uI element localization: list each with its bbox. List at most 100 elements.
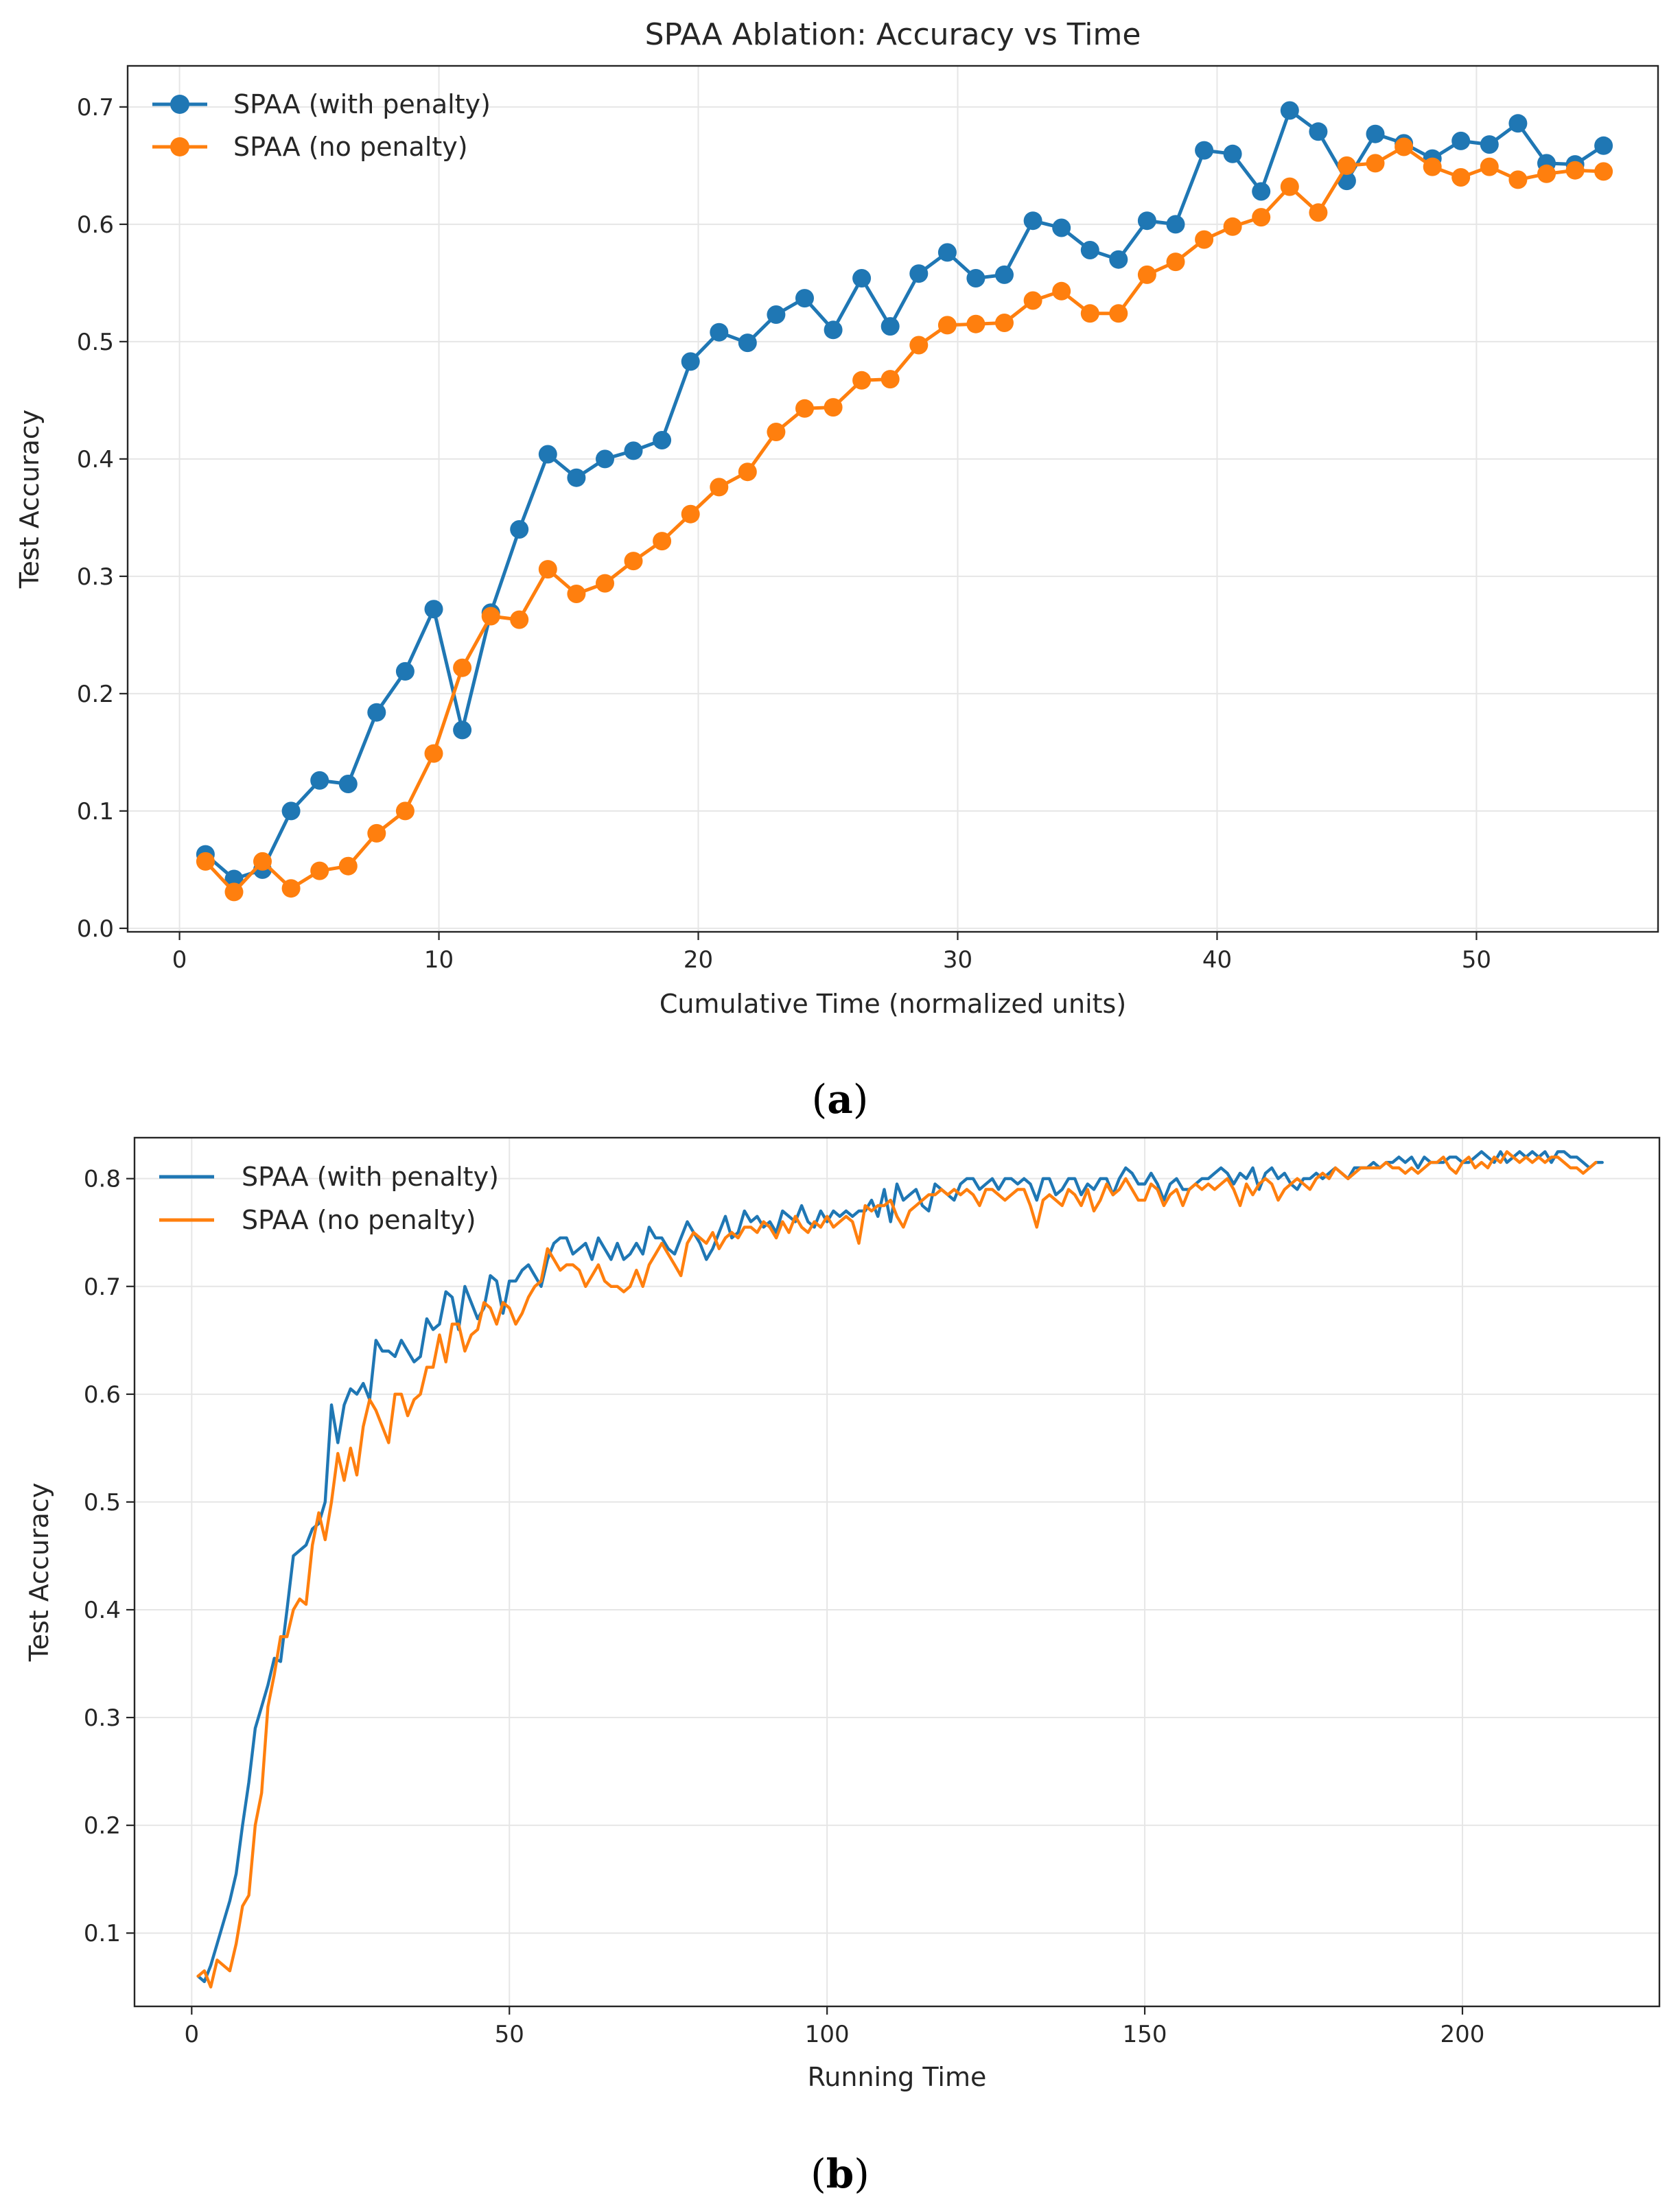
chart-a-frame <box>126 65 1659 933</box>
chart-a-point-no-penalty <box>880 370 900 389</box>
chart-a-point-no-penalty <box>596 574 614 593</box>
panel-b-caption: (b) <box>810 2150 870 2197</box>
chart-a-point-with-penalty <box>453 720 472 740</box>
chart-b-ytick-label: 0.7 <box>84 1274 121 1301</box>
chart-b-ytick-label: 0.2 <box>84 1812 121 1840</box>
chart-a-point-no-penalty <box>681 504 700 524</box>
chart-a-point-with-penalty <box>1137 211 1156 231</box>
chart-a-point-with-penalty <box>538 445 557 464</box>
chart-a-point-with-penalty <box>510 520 529 539</box>
chart-a-point-with-penalty <box>1252 182 1271 201</box>
chart-a-point-with-penalty <box>909 264 929 283</box>
chart-a-ylabel: Test Accuracy <box>14 410 45 589</box>
chart-a-point-with-penalty <box>395 661 415 681</box>
panel-b-caption-letter: b <box>826 2150 854 2197</box>
chart-a-legend: SPAA (with penalty) SPAA (no penalty) <box>152 89 491 162</box>
chart-a-xtick-label: 30 <box>943 946 972 974</box>
chart-a-series <box>196 101 1613 902</box>
chart-a-point-no-penalty <box>1166 253 1185 272</box>
chart-b-xtick-label: 200 <box>1440 2021 1485 2048</box>
chart-a-point-no-penalty <box>1480 157 1499 176</box>
chart-a-point-no-penalty <box>1594 162 1613 181</box>
chart-a: SPAA Ablation: Accuracy vs Time 0 10 20 30 4… <box>14 17 1659 1123</box>
chart-a-point-with-penalty <box>1594 136 1613 155</box>
legend-a-marker-with-penalty <box>170 95 189 114</box>
chart-a-point-no-penalty <box>224 882 244 902</box>
chart-a-point-no-penalty <box>995 314 1014 332</box>
chart-a-point-no-penalty <box>538 560 557 579</box>
chart-a-point-no-penalty <box>1537 164 1556 183</box>
chart-b-series <box>196 1150 1604 1989</box>
chart-b-ylabel: Test Accuracy <box>24 1483 54 1662</box>
chart-a-point-with-penalty <box>224 869 244 889</box>
chart-a-point-with-penalty <box>653 431 672 449</box>
chart-b-xlabel: Running Time <box>808 2062 987 2092</box>
chart-a-point-with-penalty <box>1023 211 1042 231</box>
chart-a-point-with-penalty <box>795 289 814 308</box>
chart-a-point-no-penalty <box>1451 168 1471 187</box>
chart-a-point-no-penalty <box>1195 230 1214 249</box>
chart-b-ytick-label: 0.3 <box>84 1704 121 1732</box>
chart-b-legend: SPAA (with penalty) SPAA (no penalty) <box>159 1162 499 1235</box>
chart-a-gridlines <box>128 66 1658 932</box>
chart-a-point-no-penalty <box>253 852 272 871</box>
chart-a-xtick-label: 20 <box>684 946 713 974</box>
chart-a-point-no-penalty <box>824 398 843 417</box>
legend-a-with-penalty: SPAA (with penalty) <box>233 89 491 119</box>
chart-a-point-no-penalty <box>481 607 500 626</box>
chart-a-ytick-label: 0.2 <box>77 681 114 708</box>
legend-b-with-penalty: SPAA (with penalty) <box>242 1162 499 1192</box>
chart-a-line-no-penalty <box>203 145 1606 894</box>
chart-b-xtick-label: 50 <box>495 2021 524 2048</box>
chart-a-point-no-penalty <box>367 823 386 843</box>
chart-a-point-with-penalty <box>567 468 586 487</box>
chart-a-point-no-penalty <box>424 744 443 763</box>
chart-b-ticks: 0 50 100 150 200 0.1 0.2 0.3 0.4 0.5 0.6 0.7 0.8 <box>84 1166 1485 2048</box>
chart-a-point-no-penalty <box>1023 291 1042 310</box>
chart-a-point-no-penalty <box>338 856 358 876</box>
chart-a-point-with-penalty <box>281 801 301 821</box>
chart-b-xtick-label: 0 <box>185 2021 200 2048</box>
chart-a-point-with-penalty <box>937 243 957 262</box>
chart-a-point-no-penalty <box>453 658 472 677</box>
chart-a-point-no-penalty <box>510 610 529 629</box>
chart-a-point-with-penalty <box>1508 114 1528 133</box>
chart-a-xtick-label: 0 <box>172 946 187 974</box>
chart-a-point-no-penalty <box>1366 154 1385 173</box>
chart-a-point-no-penalty <box>310 861 329 880</box>
chart-a-point-no-penalty <box>196 852 215 871</box>
chart-a-point-no-penalty <box>1109 304 1128 323</box>
chart-b-line-with-penalty <box>196 1150 1604 1984</box>
chart-a-ytick-label: 0.3 <box>77 563 114 591</box>
panel-a-caption-letter: a <box>827 1076 853 1123</box>
chart-a-point-with-penalty <box>310 771 329 790</box>
chart-a-point-no-penalty <box>1337 156 1356 175</box>
chart-a-point-no-penalty <box>1280 177 1299 196</box>
chart-b-ytick-label: 0.8 <box>84 1166 121 1193</box>
chart-a-point-no-penalty <box>1137 265 1156 284</box>
chart-a-point-no-penalty <box>1223 217 1242 236</box>
chart-a-point-with-penalty <box>1451 131 1471 150</box>
chart-a-xlabel: Cumulative Time (normalized units) <box>660 989 1126 1019</box>
chart-a-point-no-penalty <box>1565 161 1585 180</box>
chart-a-point-with-penalty <box>367 703 386 722</box>
chart-a-point-with-penalty <box>995 265 1014 284</box>
chart-a-point-with-penalty <box>681 352 700 371</box>
chart-a-point-no-penalty <box>653 532 672 551</box>
chart-a-ytick-label: 0.1 <box>77 798 114 825</box>
chart-a-point-with-penalty <box>710 323 729 342</box>
chart-a-point-no-penalty <box>395 801 415 821</box>
chart-a-point-no-penalty <box>624 552 643 571</box>
chart-a-point-no-penalty <box>1052 281 1071 301</box>
chart-a-point-with-penalty <box>966 269 985 288</box>
chart-a-xtick-label: 50 <box>1462 946 1491 974</box>
chart-a-point-no-penalty <box>281 879 301 898</box>
chart-a-xtick-label: 10 <box>424 946 454 974</box>
chart-a-point-with-penalty <box>1109 250 1128 269</box>
chart-a-point-with-penalty <box>596 449 614 469</box>
chart-a-point-no-penalty <box>710 478 729 497</box>
chart-a-point-no-penalty <box>1423 157 1442 176</box>
chart-a-point-with-penalty <box>1280 101 1299 120</box>
chart-b-ytick-label: 0.4 <box>84 1597 121 1624</box>
